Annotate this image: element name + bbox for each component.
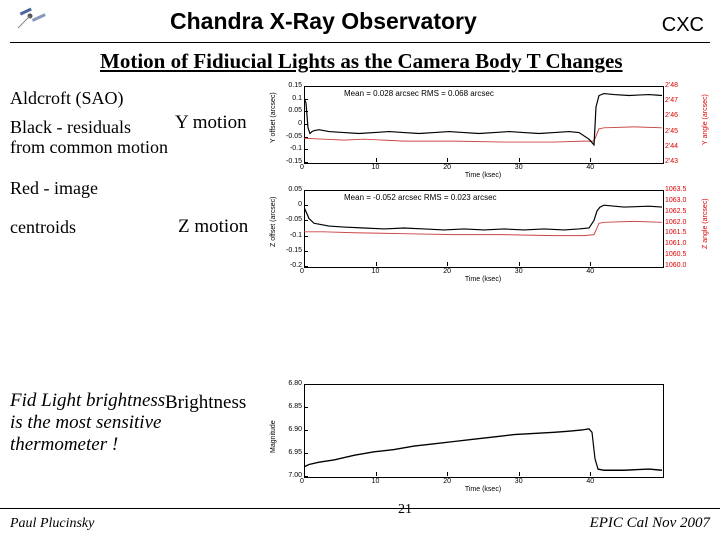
z-motion-label: Z motion [178, 216, 248, 238]
brightness-label: Brightness [165, 392, 246, 414]
red-note: Red - image [10, 178, 170, 199]
centroids-note: centroids [10, 217, 170, 238]
chandra-logo-icon [12, 2, 52, 32]
black-note: Black - residuals from common motion [10, 117, 170, 158]
footer-author: Paul Plucinsky [10, 516, 94, 532]
left-notes: Aldcroft (SAO) Black - residuals from co… [10, 88, 170, 243]
y-motion-label: Y motion [175, 112, 247, 134]
subtitle: Motion of Fidiucial Lights as the Camera… [100, 49, 710, 74]
cxc-label: CXC [662, 14, 704, 37]
page-title: Chandra X-Ray Observatory [170, 8, 477, 35]
z-motion-chart: -0.2-0.15-0.1-0.0500.051060.01060.51061.… [260, 186, 706, 286]
y-motion-chart: -0.15-0.1-0.0500.050.10.152'432'442'452'… [260, 82, 706, 182]
header: Chandra X-Ray Observatory CXC [10, 0, 710, 43]
footer: Paul Plucinsky EPIC Cal Nov 2007 [0, 508, 720, 536]
fidlight-note: Fid Light brightness is the most sensiti… [10, 390, 170, 456]
author: Aldcroft (SAO) [10, 88, 170, 109]
brightness-chart: 7.006.956.906.856.80010203040Time (ksec)… [260, 380, 706, 496]
footer-event: EPIC Cal Nov 2007 [590, 515, 710, 532]
